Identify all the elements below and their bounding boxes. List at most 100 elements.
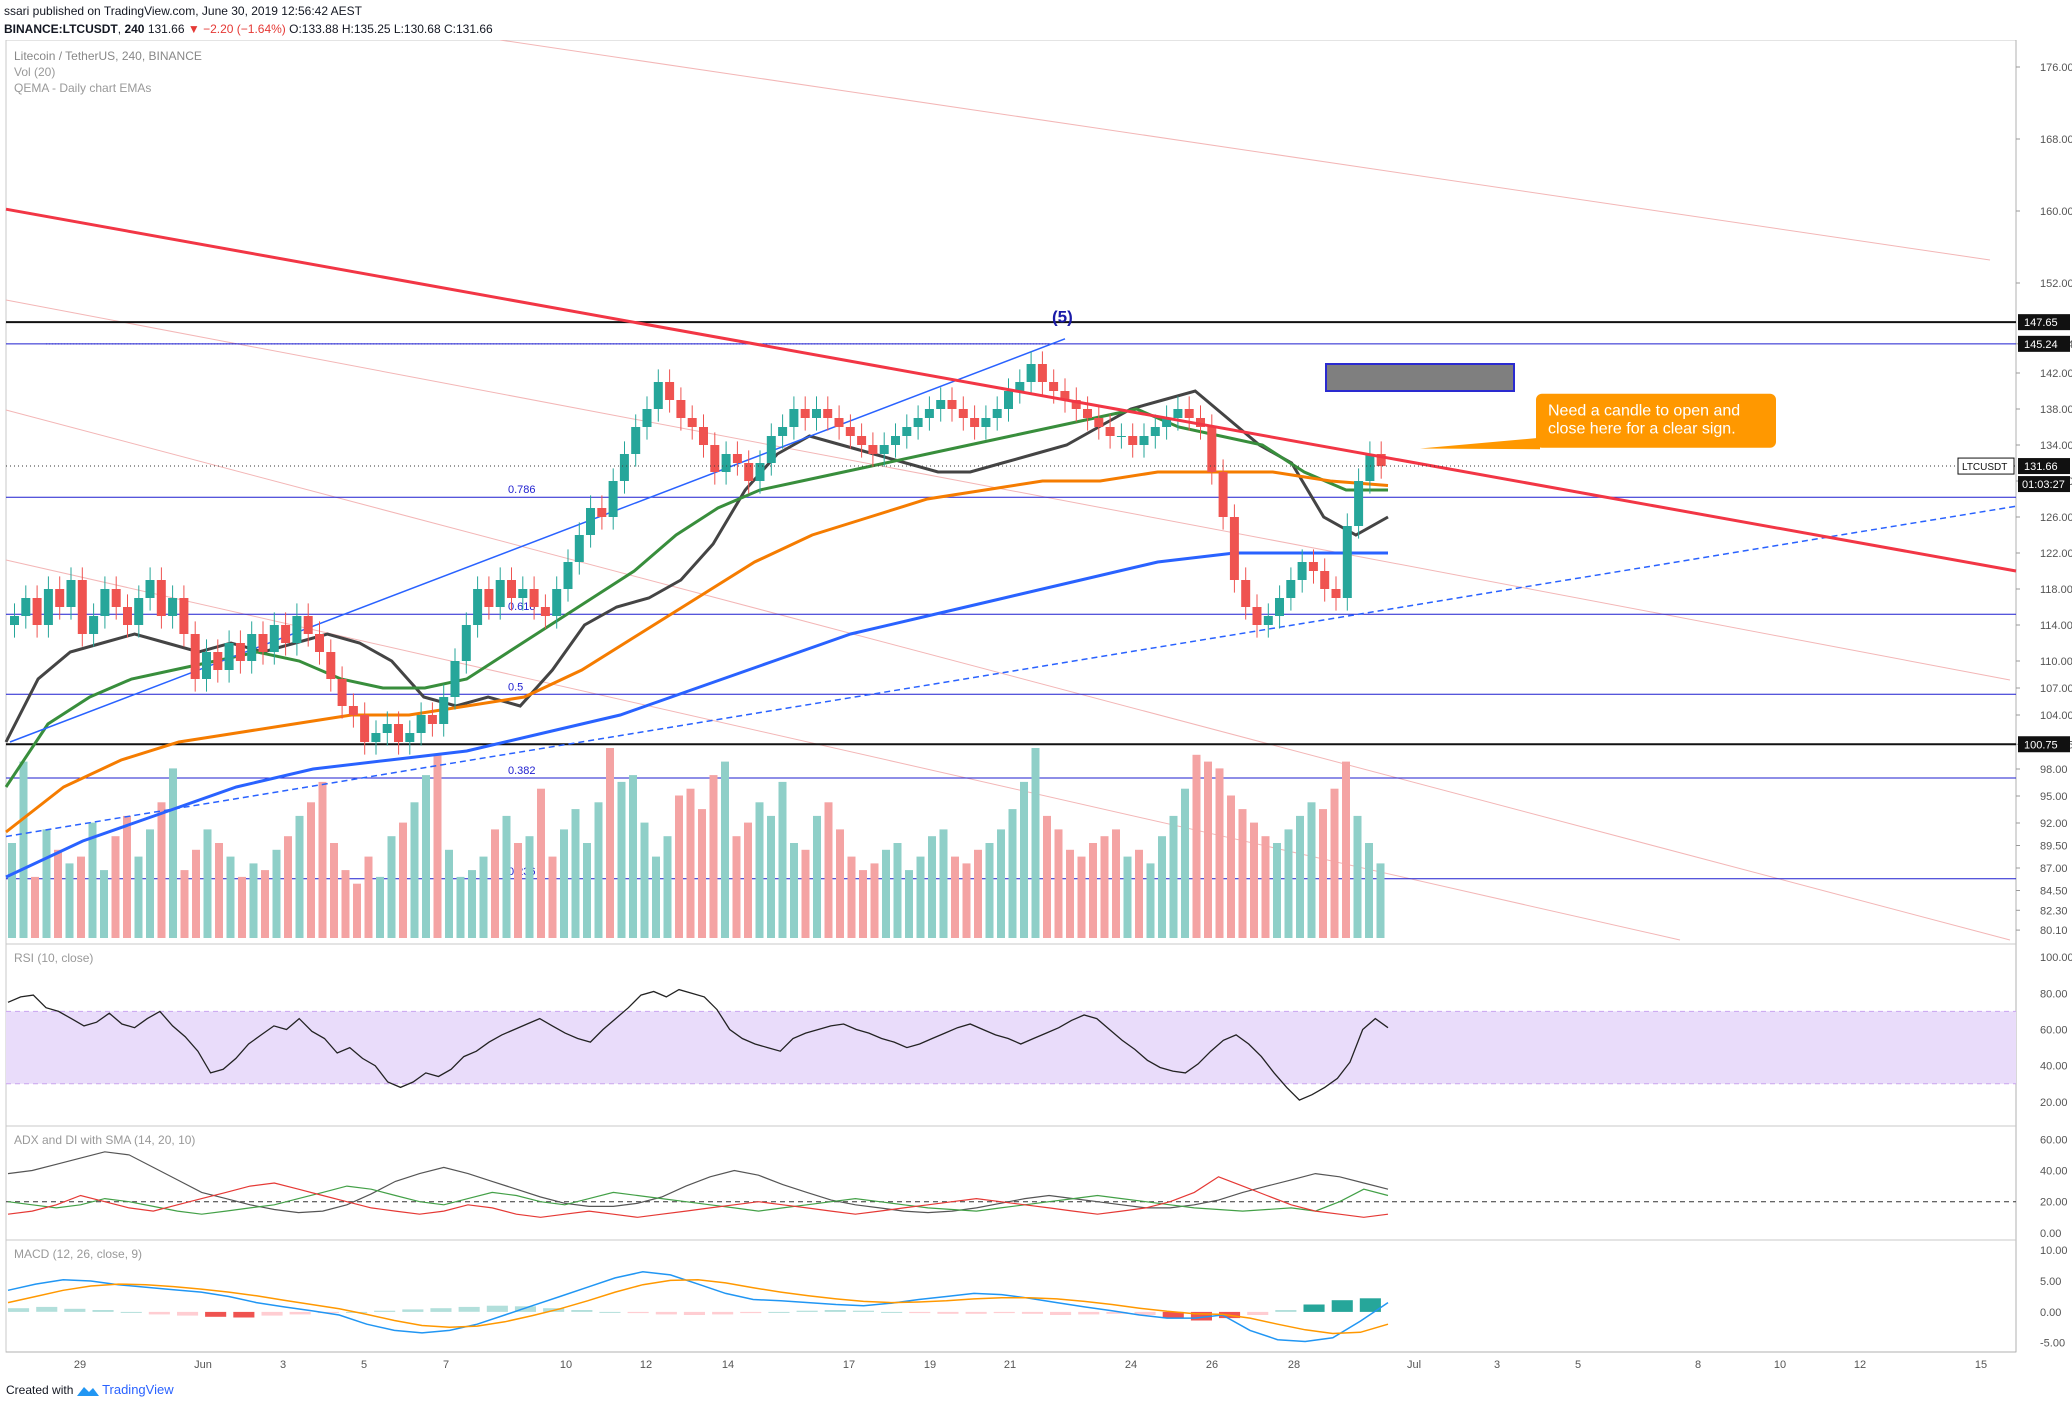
candle bbox=[710, 445, 720, 472]
volume-bar bbox=[249, 863, 258, 938]
macd-histogram-bar bbox=[1247, 1311, 1269, 1315]
volume-bar bbox=[387, 836, 396, 938]
volume-bar bbox=[180, 870, 189, 938]
candle bbox=[1252, 607, 1262, 625]
volume-bar bbox=[698, 809, 706, 938]
macd-histogram-bar bbox=[768, 1311, 790, 1313]
candle bbox=[394, 724, 403, 742]
volume-bar bbox=[836, 829, 844, 938]
x-tick-label-16: 5 bbox=[1575, 1359, 1581, 1371]
candle bbox=[518, 589, 528, 598]
macd-histogram-bar bbox=[148, 1311, 170, 1315]
axis-tag-text-5: 100.75 bbox=[2024, 739, 2058, 751]
indicator-label-0: Vol (20) bbox=[14, 65, 55, 79]
callout-pointer bbox=[1420, 437, 1540, 450]
callout-text: Need a candle to open and close here for … bbox=[1548, 403, 1740, 438]
chart-area[interactable]: 176.00 168.00 160.00 152.00 145.24 142.00 138.… bbox=[0, 40, 2072, 1376]
volume-bar bbox=[709, 775, 718, 938]
candle bbox=[1128, 436, 1138, 445]
macd-histogram-bar bbox=[205, 1311, 227, 1317]
macd-histogram-bar bbox=[796, 1310, 818, 1312]
volume-bar bbox=[847, 856, 856, 938]
macd-histogram-bar bbox=[712, 1311, 734, 1315]
candle bbox=[857, 436, 867, 445]
candle bbox=[77, 580, 87, 634]
volume-bar bbox=[318, 781, 327, 938]
macd-histogram-bar bbox=[683, 1311, 705, 1315]
y-tick-label-0: 176.00 bbox=[2040, 62, 2072, 74]
volume-bar bbox=[238, 876, 246, 938]
volume-bar bbox=[1342, 761, 1350, 938]
volume-bar bbox=[686, 788, 695, 938]
volume-bar bbox=[1365, 843, 1373, 938]
candle bbox=[1320, 571, 1330, 589]
volume-bar bbox=[422, 775, 430, 938]
y-tick-label-12: 114.00 bbox=[2040, 620, 2072, 632]
candle bbox=[89, 616, 99, 634]
adx-tick-3: 0.00 bbox=[2040, 1228, 2061, 1240]
candle bbox=[1173, 409, 1183, 418]
candle bbox=[1049, 382, 1059, 391]
x-tick-label-3: 5 bbox=[361, 1359, 367, 1371]
macd-histogram-bar bbox=[514, 1306, 536, 1312]
adx-series-0 bbox=[7, 1151, 1389, 1214]
rsi-tick-3: 40.00 bbox=[2040, 1061, 2068, 1073]
tradingview-brand[interactable]: TradingView bbox=[102, 1382, 174, 1397]
candle bbox=[913, 418, 923, 427]
candle bbox=[981, 418, 991, 427]
axis-tag-1 bbox=[2018, 335, 2070, 352]
candle bbox=[936, 400, 946, 409]
volume-bar bbox=[1353, 815, 1362, 938]
x-tick-label-7: 14 bbox=[722, 1359, 734, 1371]
candle bbox=[891, 436, 900, 445]
symbol-name: BINANCE:LTCUSDT bbox=[4, 22, 118, 36]
candle bbox=[608, 481, 618, 517]
y-tick-label-17: 98.00 bbox=[2040, 764, 2068, 776]
candle bbox=[326, 652, 336, 679]
candle bbox=[168, 598, 178, 616]
candle bbox=[179, 598, 189, 634]
volume-bar bbox=[1181, 788, 1189, 938]
candle bbox=[1004, 391, 1013, 409]
x-tick-label-8: 17 bbox=[843, 1359, 855, 1371]
volume-bar bbox=[721, 761, 729, 938]
candle bbox=[924, 409, 934, 418]
fib-label-2: 0.786 bbox=[508, 484, 536, 496]
candle bbox=[721, 454, 731, 472]
volume-bar bbox=[870, 863, 879, 938]
macd-tick-2: 0.00 bbox=[2040, 1307, 2061, 1319]
adx-series-1 bbox=[7, 1185, 1389, 1215]
y-tick-label-6: 138.00 bbox=[2040, 404, 2072, 416]
macd-tick-3: -5.00 bbox=[2040, 1338, 2065, 1350]
candle bbox=[315, 634, 324, 652]
last-price: 131.66 bbox=[147, 22, 185, 36]
last-price-tag bbox=[2018, 458, 2070, 475]
macd-histogram-bar bbox=[317, 1311, 339, 1314]
candle bbox=[1184, 409, 1194, 418]
candle bbox=[1150, 427, 1160, 436]
axis-tag-text-0: 147.65 bbox=[2024, 317, 2058, 329]
candle bbox=[461, 625, 471, 661]
rsi-tick-1: 80.00 bbox=[2040, 988, 2068, 1000]
y-tick-label-22: 84.50 bbox=[2040, 886, 2068, 898]
y-tick-label-10: 122.00 bbox=[2040, 548, 2072, 560]
macd-histogram-bar bbox=[8, 1308, 30, 1312]
y-tick-label-3: 152.00 bbox=[2040, 278, 2072, 290]
volume-bar bbox=[1284, 829, 1293, 938]
volume-bar bbox=[548, 856, 557, 938]
x-tick-label-5: 10 bbox=[560, 1359, 572, 1371]
candle bbox=[484, 589, 494, 607]
volume-bar bbox=[272, 849, 281, 938]
volume-bar bbox=[1054, 829, 1063, 938]
candle bbox=[597, 508, 607, 517]
candle bbox=[812, 409, 821, 418]
candle bbox=[382, 724, 392, 733]
y-tick-label-19: 92.00 bbox=[2040, 818, 2068, 830]
candle bbox=[213, 652, 223, 670]
volume-bar bbox=[468, 870, 476, 938]
x-tick-label-12: 26 bbox=[1206, 1359, 1218, 1371]
volume-bar bbox=[928, 836, 936, 938]
candle bbox=[202, 652, 211, 679]
macd-histogram-bar bbox=[965, 1311, 987, 1314]
macd-histogram-bar bbox=[1331, 1300, 1353, 1312]
